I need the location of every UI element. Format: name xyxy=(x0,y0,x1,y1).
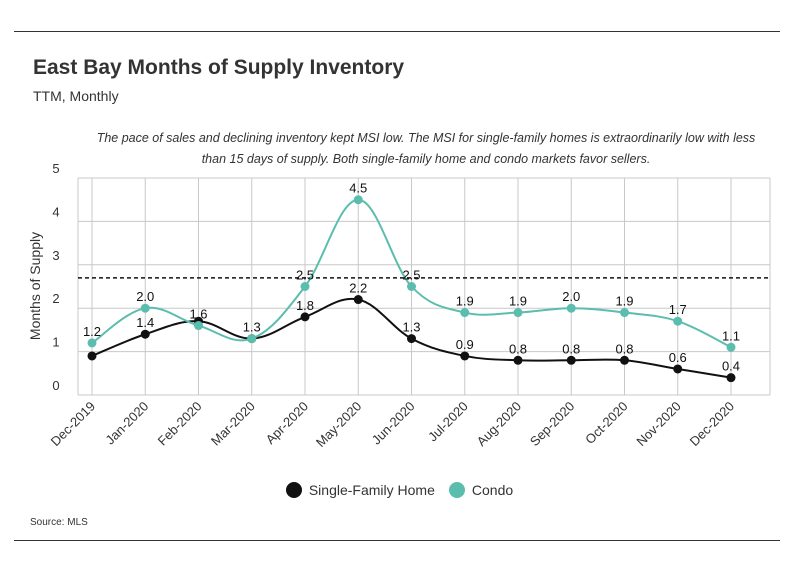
line-chart: 0 1 2 3 4 5 Dec-2019 Jan-2020 Feb-2020 Mar-2020 Ap… xyxy=(27,161,771,450)
x-tick-label-Mar-2020: Mar-2020 xyxy=(208,399,258,449)
data-point-condo-Dec-2020 xyxy=(726,342,736,352)
data-label-single-family-home-Jan-2020: 1.4 xyxy=(136,315,154,330)
legend-label-single-family: Single-Family Home xyxy=(308,482,435,498)
data-point-single-family-home-Oct-2020 xyxy=(620,355,629,365)
chart-subtitle: TTM, Monthly xyxy=(33,88,119,104)
data-point-condo-Feb-2020 xyxy=(194,321,203,331)
data-point-single-family-home-Aug-2020 xyxy=(513,355,523,365)
x-tick-label-Dec-2020: Dec-2020 xyxy=(687,399,737,449)
series-lines xyxy=(87,195,736,383)
data-point-condo-Sep-2020 xyxy=(566,303,576,313)
data-point-single-family-home-Jan-2020 xyxy=(140,329,150,339)
data-point-single-family-home-Apr-2020 xyxy=(300,312,310,322)
legend-item-single-family: Single-Family Home xyxy=(285,482,435,498)
data-label-single-family-home-Jun-2020: 1.3 xyxy=(402,320,420,335)
data-point-condo-Oct-2020 xyxy=(620,308,629,318)
data-point-condo-Nov-2020 xyxy=(673,316,683,326)
x-tick-label-Jun-2020: Jun-2020 xyxy=(369,399,418,448)
data-point-single-family-home-Sep-2020 xyxy=(566,355,576,365)
x-tick-label-Aug-2020: Aug-2020 xyxy=(474,399,524,449)
legend-label-condo: Condo xyxy=(471,482,514,498)
data-label-condo-Oct-2020: 1.9 xyxy=(615,294,633,309)
data-point-condo-Apr-2020 xyxy=(300,282,310,291)
data-point-single-family-home-Jul-2020 xyxy=(460,351,470,361)
data-label-condo-Dec-2019: 1.2 xyxy=(83,324,101,339)
data-label-single-family-home-Jul-2020: 0.9 xyxy=(456,337,474,352)
y-tick-label-5: 5 xyxy=(52,161,59,176)
data-label-condo-Nov-2020: 1.7 xyxy=(669,302,687,317)
x-tick-label-May-2020: May-2020 xyxy=(313,399,364,450)
x-tick-label-Sep-2020: Sep-2020 xyxy=(527,399,577,449)
chart-legend: Single-Family Home Condo xyxy=(0,482,799,498)
legend-swatch-condo xyxy=(448,482,465,498)
data-point-single-family-home-Dec-2019 xyxy=(87,351,97,361)
x-tick-label-Feb-2020: Feb-2020 xyxy=(155,399,205,449)
x-tick-label-Apr-2020: Apr-2020 xyxy=(263,399,311,447)
data-label-condo-Dec-2020: 1.1 xyxy=(722,328,740,343)
grid-lines xyxy=(77,177,771,396)
y-tick-label-2: 2 xyxy=(52,291,59,306)
data-point-condo-Aug-2020 xyxy=(513,308,523,318)
data-point-condo-May-2020 xyxy=(353,195,363,205)
data-label-single-family-home-Dec-2020: 0.4 xyxy=(722,359,740,374)
data-point-single-family-home-May-2020 xyxy=(353,295,363,305)
data-point-condo-Dec-2019 xyxy=(87,338,97,348)
data-label-single-family-home-Aug-2020: 0.8 xyxy=(509,341,527,356)
data-label-single-family-home-Apr-2020: 1.8 xyxy=(296,298,314,313)
data-label-condo-Feb-2020: 1.6 xyxy=(189,307,207,322)
legend-swatch-single-family xyxy=(285,482,302,498)
source-note: Source: MLS xyxy=(30,517,88,528)
data-labels: 1.4 1.8 2.2 1.3 0.9 0.8 0.8 0.8 0.6 0.4 1.2 2.0 1.6 1… xyxy=(83,181,740,374)
data-label-single-family-home-Oct-2020: 0.8 xyxy=(615,341,633,356)
data-label-condo-Jan-2020: 2.0 xyxy=(136,289,154,304)
data-label-condo-Sep-2020: 2.0 xyxy=(562,289,580,304)
x-tick-label-Jul-2020: Jul-2020 xyxy=(425,399,471,445)
chart-title: East Bay Months of Supply Inventory xyxy=(33,56,405,79)
y-tick-label-1: 1 xyxy=(52,335,59,350)
data-point-condo-Mar-2020 xyxy=(247,334,257,344)
x-tick-label-Dec-2019: Dec-2019 xyxy=(48,399,98,449)
chart-annotation: The pace of sales and declining inventor… xyxy=(96,131,756,166)
data-point-condo-Jun-2020 xyxy=(407,282,416,291)
y-tick-label-3: 3 xyxy=(52,248,59,263)
data-label-condo-Mar-2020: 1.3 xyxy=(243,320,261,335)
legend-item-condo: Condo xyxy=(448,482,514,498)
data-label-condo-Apr-2020: 2.5 xyxy=(296,268,314,283)
data-label-single-family-home-May-2020: 2.2 xyxy=(349,281,367,296)
bottom-rule xyxy=(14,540,780,541)
data-point-single-family-home-Dec-2020 xyxy=(726,373,736,383)
y-tick-label-0: 0 xyxy=(52,378,59,393)
y-tick-label-4: 4 xyxy=(52,204,59,219)
data-point-single-family-home-Jun-2020 xyxy=(407,334,416,344)
data-point-condo-Jul-2020 xyxy=(460,308,470,318)
top-rule xyxy=(14,31,780,32)
data-label-single-family-home-Nov-2020: 0.6 xyxy=(669,350,687,365)
data-label-single-family-home-Sep-2020: 0.8 xyxy=(562,341,580,356)
data-label-condo-Jul-2020: 1.9 xyxy=(456,294,474,309)
x-tick-label-Nov-2020: Nov-2020 xyxy=(633,399,683,449)
data-point-condo-Jan-2020 xyxy=(140,303,150,313)
x-tick-label-Oct-2020: Oct-2020 xyxy=(582,399,630,447)
data-point-single-family-home-Nov-2020 xyxy=(673,364,683,374)
y-axis-title: Months of Supply xyxy=(27,232,43,340)
data-label-condo-May-2020: 4.5 xyxy=(349,181,367,196)
x-tick-label-Jan-2020: Jan-2020 xyxy=(102,399,151,448)
data-label-condo-Jun-2020: 2.5 xyxy=(402,268,420,283)
data-label-condo-Aug-2020: 1.9 xyxy=(509,294,527,309)
